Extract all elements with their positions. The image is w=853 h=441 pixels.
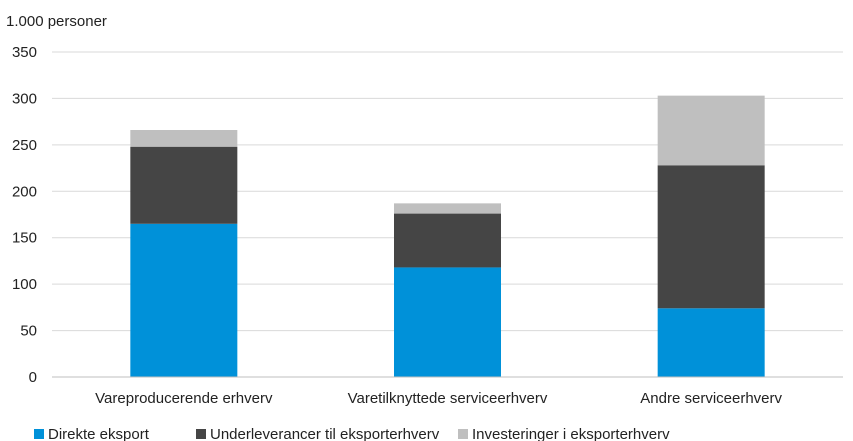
bar-segment-2-category-2 [394,213,501,268]
y-tick-label: 0 [29,369,37,386]
bar-segment-3-category-2 [394,203,501,214]
y-tick-label: 100 [12,276,37,293]
legend-label: Investeringer i eksporterhverv [472,426,670,441]
bar-segment-3-category-1 [130,130,238,147]
category-label: Vareproducerende erhverv [95,390,273,407]
legend-swatch [458,429,468,439]
y-tick-label: 250 [12,137,37,154]
y-tick-label: 200 [12,183,37,200]
bar-segment-2-category-1 [130,146,238,224]
legend: Direkte eksport Underleverancer til ekspo… [34,426,670,441]
category-label: Andre serviceerhverv [640,390,782,407]
legend-label: Underleverancer til eksporterhverv [210,426,440,441]
y-tick-label: 50 [20,323,37,340]
bar-segment-1-category-1 [130,223,238,377]
y-axis-ticks: 0 50 100 150 200 250 300 350 [12,44,37,386]
bar-segment-1-category-2 [394,267,501,377]
bar-segment-3-category-3 [657,95,765,166]
y-tick-label: 300 [12,90,37,107]
bars [130,95,765,377]
legend-swatch [196,429,206,439]
y-tick-label: 350 [12,44,37,61]
y-axis-unit-label: 1.000 personer [6,13,107,30]
bar-segment-2-category-3 [657,165,765,309]
legend-swatch [34,429,44,439]
legend-label: Direkte eksport [48,426,150,441]
category-label: Varetilknyttede serviceerhverv [348,390,548,407]
category-labels: Vareproducerende erhverv Varetilknyttede … [95,390,782,407]
bar-segment-1-category-3 [657,308,765,377]
y-tick-label: 150 [12,230,37,247]
